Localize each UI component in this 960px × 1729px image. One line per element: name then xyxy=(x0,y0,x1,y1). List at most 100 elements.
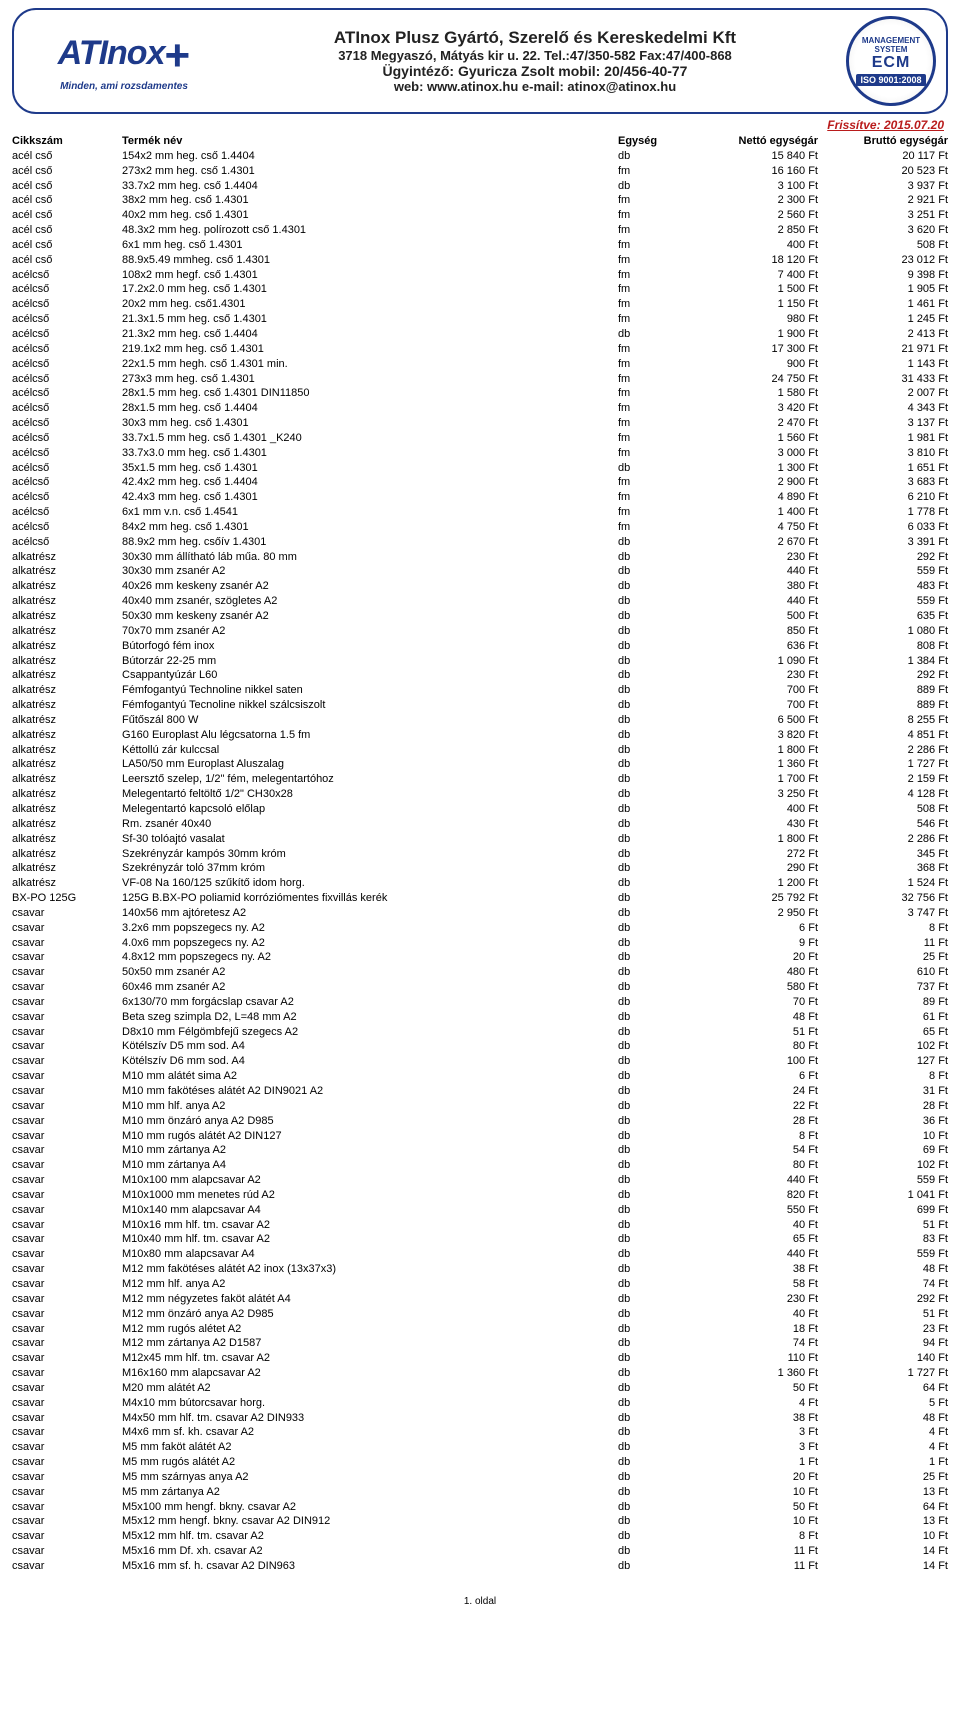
table-cell: db xyxy=(618,1366,688,1381)
table-cell: 80 Ft xyxy=(688,1158,818,1173)
table-cell: 1 700 Ft xyxy=(688,772,818,787)
table-cell: 58 Ft xyxy=(688,1277,818,1292)
table-cell: Fémfogantyú Tecnoline nikkel szálcsiszol… xyxy=(122,698,618,713)
table-row: acélcső28x1.5 mm heg. cső 1.4404fm3 420 … xyxy=(12,401,948,416)
table-cell: acélcső xyxy=(12,386,122,401)
table-cell: 3 937 Ft xyxy=(818,179,948,194)
table-cell: 559 Ft xyxy=(818,564,948,579)
table-cell: db xyxy=(618,980,688,995)
table-row: csavarM5 mm rugós alátét A2db1 Ft1 Ft xyxy=(12,1455,948,1470)
table-cell: 35x1.5 mm heg. cső 1.4301 xyxy=(122,461,618,476)
table-cell: acélcső xyxy=(12,535,122,550)
table-row: acél cső154x2 mm heg. cső 1.4404db15 840… xyxy=(12,149,948,164)
table-cell: alkatrész xyxy=(12,817,122,832)
table-row: acélcső6x1 mm v.n. cső 1.4541fm1 400 Ft1… xyxy=(12,505,948,520)
table-cell: db xyxy=(618,1025,688,1040)
table-cell: Sf-30 tolóajtó vasalat xyxy=(122,832,618,847)
table-cell: db xyxy=(618,1455,688,1470)
table-cell: 430 Ft xyxy=(688,817,818,832)
table-row: acélcső21.3x1.5 mm heg. cső 1.4301fm980 … xyxy=(12,312,948,327)
table-cell: alkatrész xyxy=(12,876,122,891)
table-cell: 140x56 mm ajtóretesz A2 xyxy=(122,906,618,921)
table-cell: 2 007 Ft xyxy=(818,386,948,401)
table-cell: 1 560 Ft xyxy=(688,431,818,446)
table-cell: db xyxy=(618,1247,688,1262)
table-cell: M10x80 mm alapcsavar A4 xyxy=(122,1247,618,1262)
table-cell: csavar xyxy=(12,1025,122,1040)
table-cell: 88.9x2 mm heg. csőív 1.4301 xyxy=(122,535,618,550)
table-cell: M4x10 mm bútorcsavar horg. xyxy=(122,1396,618,1411)
table-row: acélcső108x2 mm hegf. cső 1.4301fm7 400 … xyxy=(12,268,948,283)
table-cell: csavar xyxy=(12,1099,122,1114)
table-cell: db xyxy=(618,1114,688,1129)
table-row: alkatrészMelegentartó feltöltő 1/2" CH30… xyxy=(12,787,948,802)
table-cell: M20 mm alátét A2 xyxy=(122,1381,618,1396)
table-cell: fm xyxy=(618,164,688,179)
table-cell: db xyxy=(618,1322,688,1337)
table-cell: acél cső xyxy=(12,193,122,208)
table-cell: 508 Ft xyxy=(818,802,948,817)
table-cell: 1 400 Ft xyxy=(688,505,818,520)
table-cell: Rm. zsanér 40x40 xyxy=(122,817,618,832)
table-cell: 440 Ft xyxy=(688,594,818,609)
table-cell: acélcső xyxy=(12,446,122,461)
table-cell: db xyxy=(618,654,688,669)
table-row: csavar50x50 mm zsanér A2db480 Ft610 Ft xyxy=(12,965,948,980)
table-cell: 559 Ft xyxy=(818,1247,948,1262)
table-row: csavarM10 mm alátét sima A2db6 Ft8 Ft xyxy=(12,1069,948,1084)
table-cell: csavar xyxy=(12,950,122,965)
table-cell: csavar xyxy=(12,1262,122,1277)
cert-iso: ISO 9001:2008 xyxy=(856,74,925,86)
table-row: alkatrészLA50/50 mm Europlast Aluszalagd… xyxy=(12,757,948,772)
table-cell: BX-PO 125G xyxy=(12,891,122,906)
table-cell: 31 433 Ft xyxy=(818,372,948,387)
table-cell: db xyxy=(618,1559,688,1574)
table-cell: Kötélszív D5 mm sod. A4 xyxy=(122,1039,618,1054)
table-cell: acél cső xyxy=(12,223,122,238)
table-cell: db xyxy=(618,772,688,787)
table-row: csavarD8x10 mm Félgömbfejű szegecs A2db5… xyxy=(12,1025,948,1040)
table-cell: 500 Ft xyxy=(688,609,818,624)
table-cell: 40 Ft xyxy=(688,1307,818,1322)
table-cell: csavar xyxy=(12,1158,122,1173)
table-cell: 6 Ft xyxy=(688,1069,818,1084)
update-date: Frissítve: 2015.07.20 xyxy=(0,118,960,134)
table-cell: 6 210 Ft xyxy=(818,490,948,505)
table-cell: 400 Ft xyxy=(688,238,818,253)
table-cell: 48 Ft xyxy=(818,1411,948,1426)
table-cell: 292 Ft xyxy=(818,1292,948,1307)
table-row: csavar4.8x12 mm popszegecs ny. A2db20 Ft… xyxy=(12,950,948,965)
table-cell: 30x30 mm zsanér A2 xyxy=(122,564,618,579)
table-cell: 700 Ft xyxy=(688,698,818,713)
table-cell: 108x2 mm hegf. cső 1.4301 xyxy=(122,268,618,283)
table-cell: db xyxy=(618,757,688,772)
table-row: acélcső22x1.5 mm hegh. cső 1.4301 min.fm… xyxy=(12,357,948,372)
table-cell: 636 Ft xyxy=(688,639,818,654)
table-cell: 64 Ft xyxy=(818,1381,948,1396)
table-cell: db xyxy=(618,787,688,802)
table-cell: 20 117 Ft xyxy=(818,149,948,164)
table-cell: db xyxy=(618,609,688,624)
table-row: csavarM10x1000 mm menetes rúd A2db820 Ft… xyxy=(12,1188,948,1203)
table-cell: 1 500 Ft xyxy=(688,282,818,297)
table-cell: 6x1 mm v.n. cső 1.4541 xyxy=(122,505,618,520)
table-cell: alkatrész xyxy=(12,728,122,743)
table-row: alkatrész40x40 mm zsanér, szögletes A2db… xyxy=(12,594,948,609)
table-row: alkatrészSzekrényzár kampós 30mm krómdb2… xyxy=(12,847,948,862)
company-web: web: www.atinox.hu e-mail: atinox@atinox… xyxy=(238,79,832,94)
price-table: Cikkszám Termék név Egység Nettó egységá… xyxy=(0,134,960,1580)
table-cell: db xyxy=(618,1158,688,1173)
table-cell: M10 mm zártanya A2 xyxy=(122,1143,618,1158)
table-cell: 42.4x2 mm heg. cső 1.4404 xyxy=(122,475,618,490)
table-cell: Csappantyúzár L60 xyxy=(122,668,618,683)
table-cell: csavar xyxy=(12,995,122,1010)
table-cell: Szekrényzár toló 37mm króm xyxy=(122,861,618,876)
table-cell: db xyxy=(618,1500,688,1515)
table-cell: db xyxy=(618,1485,688,1500)
table-cell: 1 900 Ft xyxy=(688,327,818,342)
table-cell: 230 Ft xyxy=(688,1292,818,1307)
table-row: csavarKötélszív D5 mm sod. A4db80 Ft102 … xyxy=(12,1039,948,1054)
table-row: csavar140x56 mm ajtóretesz A2db2 950 Ft3… xyxy=(12,906,948,921)
table-cell: 1 Ft xyxy=(688,1455,818,1470)
table-cell: db xyxy=(618,802,688,817)
